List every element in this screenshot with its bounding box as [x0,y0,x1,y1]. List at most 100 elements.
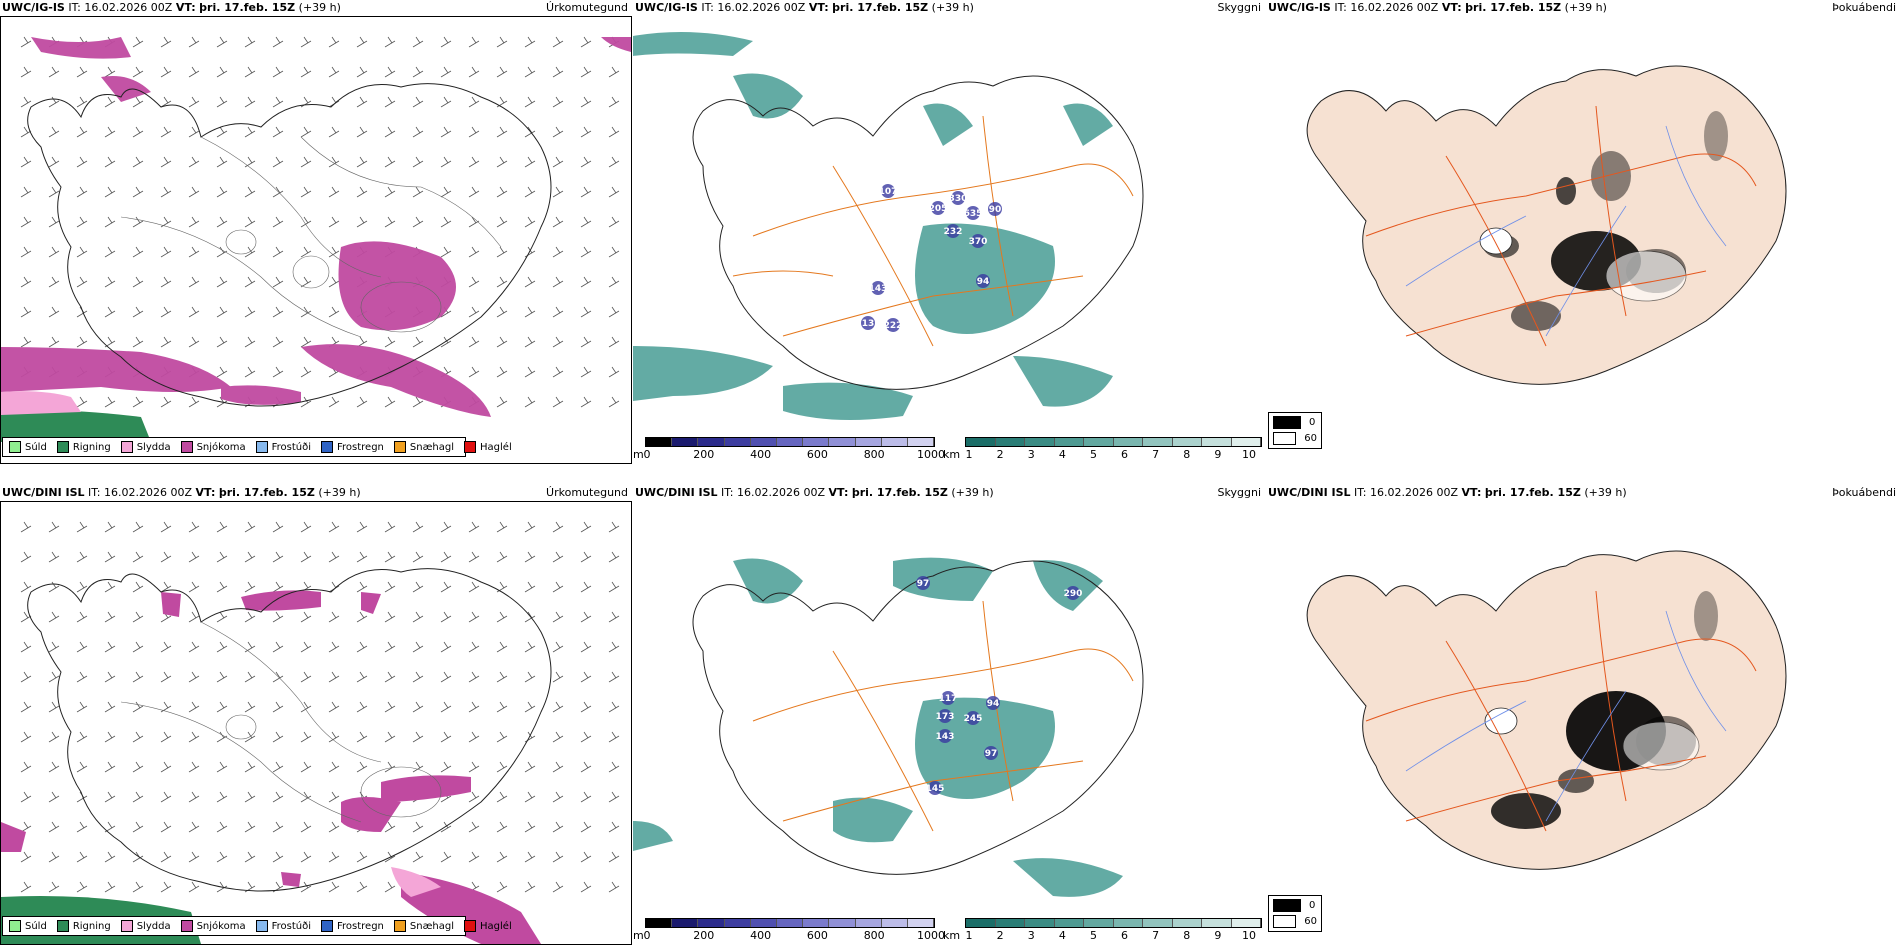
lead-time: (+39 h) [298,1,341,14]
glacier [1622,721,1700,771]
wind-barb [104,306,116,318]
iceland-coast [27,83,552,407]
ceiling-labels: 97 290 117 173 245 143 94 97 145 [916,576,1082,795]
wind-barb [524,216,536,228]
wind-barb [244,66,256,78]
wind-barb [468,96,480,108]
ceiling-label: 222 [884,321,903,331]
wind-barb [132,521,144,533]
wind-barb [496,66,508,78]
wind-barb [132,791,144,803]
wind-barb [496,761,508,773]
wind-barb [104,731,116,743]
wind-barb [356,66,368,78]
precip-type-legend: Súld Rigning Slydda Snjókoma Frostúði Fr… [2,437,512,457]
wind-barb [216,761,228,773]
wind-barb [48,246,60,258]
wind-barb [608,126,620,138]
colorbar-tick: 7 [1152,448,1160,461]
colorbar-tick: 7 [1152,929,1160,942]
wind-barb [216,851,228,863]
wind-barb [104,276,116,288]
wind-barb [188,791,200,803]
colorbar-tick: 1 [965,448,973,461]
fog-key-item: 0 [1273,416,1317,429]
wind-barb [76,521,88,533]
wind-barb [580,246,592,258]
wind-barb [496,216,508,228]
ceiling-label: 117 [939,694,958,704]
wind-barb [48,306,60,318]
wind-barb [160,821,172,833]
wind-barb [552,306,564,318]
wind-barb [216,821,228,833]
wind-barb [580,521,592,533]
low-ceiling-spot [938,709,952,723]
wind-barb [244,96,256,108]
wind-barb [328,671,340,683]
colorbar-tick: 800 [863,448,885,461]
colorbar-tick: 200 [693,448,715,461]
ceiling-colorbar: m 0 200 400 600 800 1000 [633,918,945,944]
wind-barb [300,216,312,228]
wind-barb [216,336,228,348]
wind-barb [20,66,32,78]
wind-barb [244,701,256,713]
wind-barb [552,396,564,408]
wind-barb [496,396,508,408]
legend-item: Rigning [56,441,111,453]
wind-barb [188,396,200,408]
wind-barb [76,216,88,228]
wind-barb [160,761,172,773]
wind-barb [580,126,592,138]
wind-barb [328,276,340,288]
panel-title: Þokuábendi [1832,486,1896,499]
wind-barb [48,66,60,78]
wind-barb [440,821,452,833]
wind-barb [328,821,340,833]
legend-item: Súld [9,920,47,932]
wind-barb [132,276,144,288]
wind-barb [132,761,144,773]
wind-barb [76,731,88,743]
wind-barb [160,731,172,743]
fog-key-item: 60 [1273,432,1317,445]
wind-barb [300,306,312,318]
wind-barb [216,641,228,653]
wind-barb [188,671,200,683]
wind-barb [216,276,228,288]
wind-barb [216,66,228,78]
wind-barb [244,186,256,198]
wind-barb [356,156,368,168]
wind-barb [440,36,452,48]
wind-barb [188,641,200,653]
legend-item: Frostregn [321,920,384,932]
wind-barb [440,701,452,713]
glacier [1479,227,1513,255]
wind-barb [76,396,88,408]
colorbar-tick: 9 [1214,929,1222,942]
wind-barb [356,701,368,713]
wind-barb [608,821,620,833]
wind-barb [328,701,340,713]
wind-barb [76,821,88,833]
wind-barb [412,611,424,623]
visibility-map: 97 290 117 173 245 143 94 97 145 [633,557,1144,897]
wind-barb [244,246,256,258]
wind-barb [496,611,508,623]
wind-barb [300,246,312,258]
wind-barb [412,126,424,138]
wind-barb [244,581,256,593]
iceland-land [1306,65,1787,385]
ceiling-label: 635 [964,209,983,219]
wind-barb [468,66,480,78]
wind-barb [188,731,200,743]
wind-barb [608,276,620,288]
panel-header: UWC/DINI ISL IT: 16.02.2026 00Z VT: þri.… [1268,486,1896,499]
wind-barb [412,36,424,48]
wind-barb [244,306,256,318]
wind-barb [188,821,200,833]
wind-barb [160,881,172,893]
wind-barb [188,521,200,533]
